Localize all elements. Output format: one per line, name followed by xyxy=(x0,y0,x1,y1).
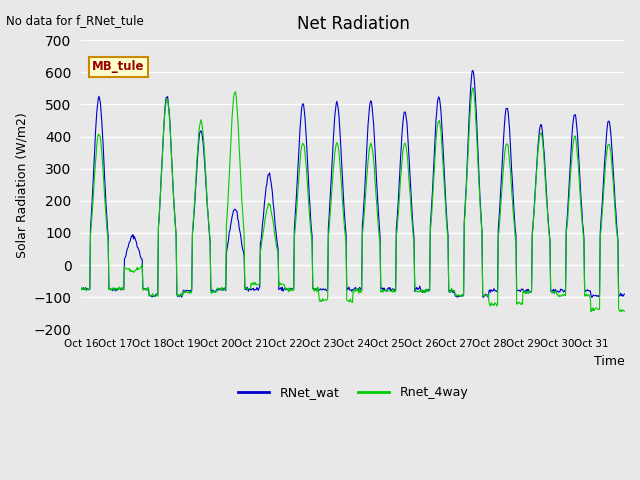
Rnet_4way xyxy=(439,162,447,168)
Y-axis label: Solar Radiation (W/m2): Solar Radiation (W/m2) xyxy=(15,112,28,258)
X-axis label: Time: Time xyxy=(595,355,625,368)
Line: RNet_wat: RNet_wat xyxy=(81,71,624,298)
RNet_wat xyxy=(484,295,492,300)
Rnet_4way xyxy=(620,309,628,314)
RNet_wat xyxy=(241,286,249,292)
RNet_wat xyxy=(141,286,149,292)
Rnet_4way xyxy=(409,225,417,231)
Title: Net Radiation: Net Radiation xyxy=(297,15,410,33)
Rnet_4way xyxy=(241,286,249,291)
Rnet_4way xyxy=(77,287,85,293)
RNet_wat xyxy=(289,286,296,291)
RNet_wat xyxy=(439,145,447,151)
Line: Rnet_4way: Rnet_4way xyxy=(81,88,624,312)
Rnet_4way xyxy=(268,212,276,217)
Text: No data for f_RNet_tule: No data for f_RNet_tule xyxy=(6,14,144,27)
Text: MB_tule: MB_tule xyxy=(92,60,145,73)
Rnet_4way xyxy=(469,85,477,91)
RNet_wat xyxy=(469,68,477,73)
RNet_wat xyxy=(77,286,85,291)
RNet_wat xyxy=(268,184,276,190)
Legend: RNet_wat, Rnet_4way: RNet_wat, Rnet_4way xyxy=(233,381,473,404)
Rnet_4way xyxy=(141,287,149,293)
Rnet_4way xyxy=(289,288,296,293)
RNet_wat xyxy=(620,291,628,297)
RNet_wat xyxy=(409,218,417,224)
Rnet_4way xyxy=(618,309,625,315)
